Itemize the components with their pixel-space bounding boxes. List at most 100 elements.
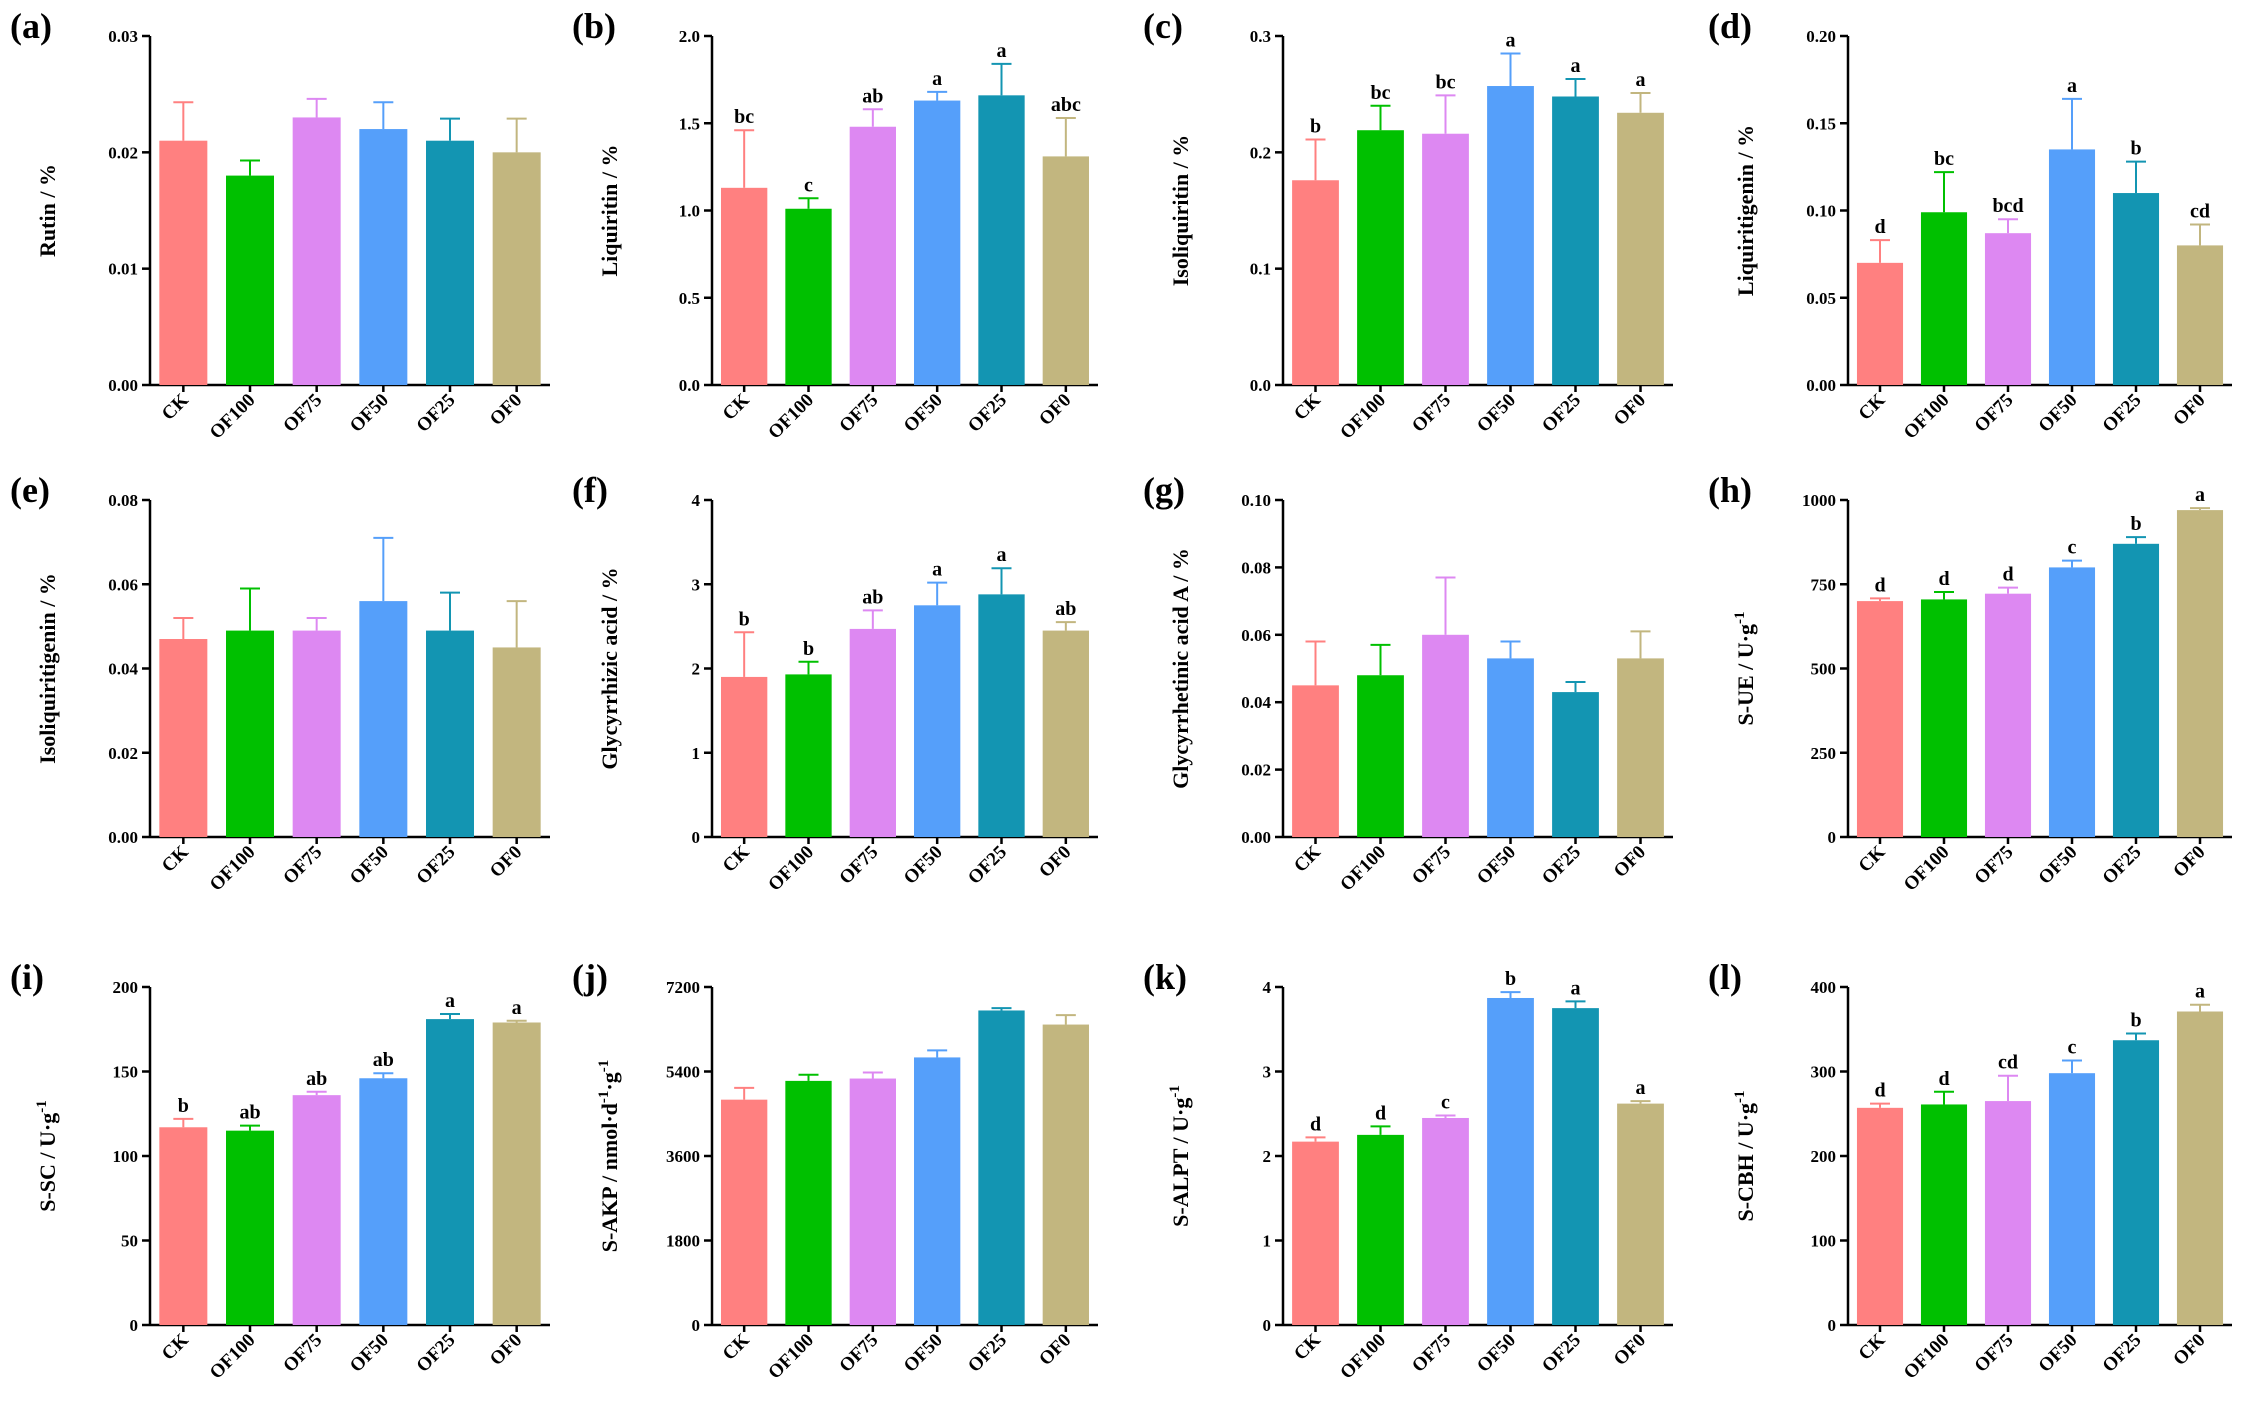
bar-OF25 [1552,1008,1599,1325]
significance-label: d [1938,568,1949,590]
y-tick-label: 0.3 [1250,27,1271,46]
panel-label: (c) [1143,6,1183,46]
bar-OF25 [2112,1040,2160,1325]
y-tick-label: 0.04 [1241,693,1271,712]
chart-panel-10: (j) 0 1800 3600 5400 7200 S-AKP / nmol·d-1·g-1… [572,957,1098,1383]
x-tick-label: OF50 [2035,1330,2082,1377]
significance-label: bc [1934,148,1954,170]
y-tick-label: 0 [692,828,701,847]
significance-label: c [2068,537,2077,559]
chart-panel-5: (e) 0.00 0.02 0.04 0.06 0.08 Isoliquiritigenin… [10,470,550,895]
significance-label: bc [1371,82,1391,104]
significance-label: a [2067,75,2077,97]
bar-OF50 [1487,86,1534,386]
chart-panel-6: (f) 0 1 2 3 4 Glycyrrhizic acid / % b CK b OF100 ab… [572,470,1098,895]
y-tick-label: 7200 [666,978,700,997]
x-tick-label: OF0 [1610,390,1650,430]
x-tick-label: OF50 [346,390,393,437]
y-tick-label: 0 [1263,1316,1272,1335]
x-tick-label: OF0 [1610,1330,1650,1370]
bar-OF25 [426,1019,474,1325]
panel-label: (f) [572,470,608,510]
y-tick-label: 0.02 [1241,761,1271,780]
bar-OF100 [1357,130,1404,385]
bar-OF50 [2048,567,2096,837]
y-tick-label: 0 [130,1316,139,1335]
bar-OF100 [785,208,832,385]
bar-OF0 [1617,658,1664,837]
bar-CK [1292,1141,1339,1325]
y-tick-label: 0.2 [1250,143,1271,162]
y-tick-label: 0.0 [1250,376,1271,395]
bar-OF50 [359,129,408,385]
x-tick-label: OF100 [764,1330,818,1384]
y-tick-label: 0 [692,1316,701,1335]
y-tick-label: 50 [121,1232,138,1251]
y-tick-label: 150 [113,1063,139,1082]
x-tick-label: OF25 [1538,390,1585,437]
y-axis-label: Liquiritin / % [597,144,622,276]
bar-CK [1856,262,1904,385]
chart-panel-9: (i) 0 50 100 150 200 S-SC / U·g-1 b CK ab OF100 ab O… [10,957,550,1383]
bar-OF100 [1920,212,1968,385]
x-tick-label: OF75 [1971,390,2018,437]
bar-CK [159,639,208,837]
bar-OF100 [226,1130,274,1325]
significance-label: cd [1998,1052,2018,1074]
panel-label: (k) [1143,957,1187,997]
bar-OF25 [426,630,474,837]
bar-OF100 [1920,1104,1968,1325]
x-tick-label: OF75 [1971,842,2018,889]
x-tick-label: OF0 [486,1330,526,1370]
y-tick-label: 0.02 [108,744,138,763]
significance-label: ab [306,1068,327,1090]
x-tick-label: CK [1855,390,1890,425]
significance-label: a [997,544,1007,566]
x-tick-label: OF25 [1538,842,1585,889]
y-axis-label: S-ALPT / U·g-1 [1167,1085,1193,1227]
bar-CK [159,1127,208,1325]
x-tick-label: OF0 [1610,842,1650,882]
y-tick-label: 5400 [666,1063,700,1082]
x-tick-label: CK [1290,390,1325,425]
significance-label: a [1636,69,1646,91]
x-tick-label: CK [1290,1330,1325,1365]
significance-label: b [1310,116,1321,138]
bar-OF0 [492,1022,541,1325]
x-tick-label: OF75 [835,1330,882,1377]
bar-OF75 [1422,1117,1469,1325]
significance-label: d [2002,564,2013,586]
y-axis-label: S-UE / U·g-1 [1732,612,1758,726]
y-tick-label: 0.10 [1241,491,1271,510]
x-tick-label: OF50 [346,1330,393,1377]
y-tick-label: 250 [1811,744,1837,763]
x-tick-label: OF50 [1473,842,1520,889]
significance-label: c [1441,1091,1450,1113]
x-tick-label: OF75 [279,842,326,889]
y-tick-label: 0.15 [1806,114,1836,133]
bar-OF50 [359,1078,408,1325]
chart-panel-4: (d) 0.00 0.05 0.10 0.15 0.20 Liquiritigenin / … [1708,6,2232,443]
y-tick-label: 200 [1811,1147,1837,1166]
y-axis-label: Isoliquiritigenin / % [35,573,60,764]
y-axis-label: S-CBH / U·g-1 [1732,1090,1758,1221]
bar-CK [721,1099,768,1325]
x-tick-label: OF75 [1408,1330,1455,1377]
x-tick-label: OF75 [279,390,326,437]
y-tick-label: 1000 [1802,491,1836,510]
y-tick-label: 0.06 [108,575,138,594]
x-tick-label: OF0 [2169,842,2209,882]
x-tick-label: OF75 [835,842,882,889]
bar-OF0 [1042,1024,1089,1325]
x-tick-label: CK [158,842,193,877]
y-tick-label: 200 [113,978,139,997]
y-tick-label: 0.1 [1250,260,1271,279]
bar-OF50 [914,100,961,385]
significance-label: a [2195,484,2205,506]
y-tick-label: 1800 [666,1232,700,1251]
bar-OF75 [1984,1101,2032,1325]
bar-OF100 [1357,675,1404,837]
bar-OF75 [1422,133,1469,385]
y-tick-label: 0.08 [1241,558,1271,577]
x-tick-label: CK [719,390,754,425]
